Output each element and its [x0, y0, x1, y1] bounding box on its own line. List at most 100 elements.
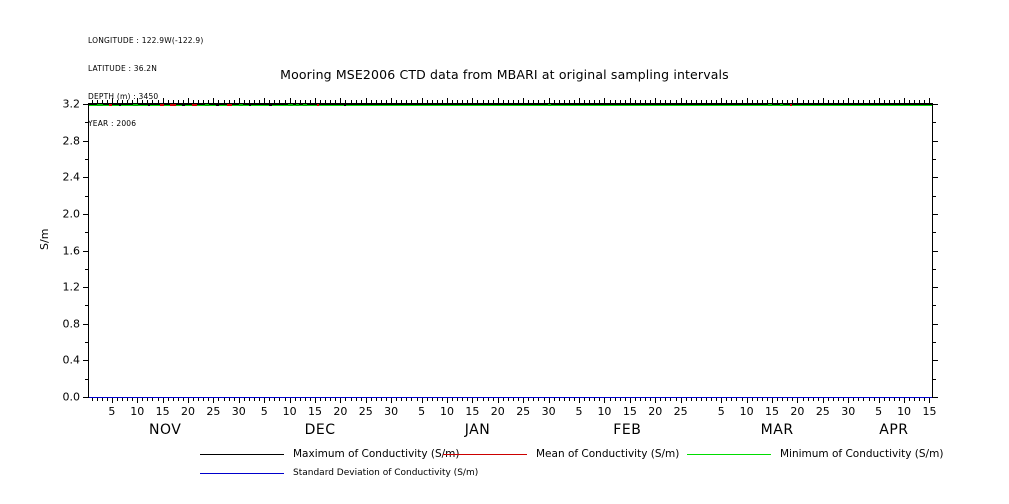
x-axis-tick — [447, 98, 449, 104]
x-axis-tick — [492, 397, 494, 401]
x-axis-tick — [411, 100, 413, 104]
y-axis-tick — [932, 360, 938, 362]
x-axis-tick-label: 25 — [673, 405, 688, 418]
x-axis-tick — [294, 100, 296, 104]
x-axis-tick — [772, 98, 774, 104]
x-axis-tick — [573, 100, 575, 104]
x-axis-tick — [589, 397, 591, 401]
x-axis-tick — [807, 100, 809, 104]
x-axis-tick — [365, 98, 367, 104]
x-axis-tick — [675, 100, 677, 104]
x-axis-tick — [320, 397, 322, 401]
x-axis-tick — [233, 100, 235, 104]
x-axis-tick — [203, 397, 205, 401]
x-axis-tick — [396, 397, 398, 401]
y-axis-tick — [932, 250, 938, 252]
x-axis-tick-label: 30 — [384, 405, 399, 418]
x-axis-tick — [553, 100, 555, 104]
y-axis-tick — [932, 342, 936, 344]
x-axis-tick — [172, 397, 174, 401]
x-axis-tick — [807, 397, 809, 401]
x-axis-tick — [381, 397, 382, 401]
x-axis-tick — [523, 98, 525, 104]
x-axis-tick — [335, 397, 337, 401]
x-axis-tick — [822, 98, 824, 104]
x-axis-tick — [431, 397, 433, 401]
x-axis-tick — [756, 100, 758, 104]
x-axis-tick — [259, 397, 261, 401]
x-axis-tick — [533, 397, 535, 401]
x-axis-tick-label: 15 — [622, 405, 637, 418]
x-axis-tick — [426, 100, 428, 104]
x-axis-tick — [218, 100, 220, 104]
plot-area: 0.0 0.4 0.8 1.2 1.6 2.0 2.4 2.8 3.2 5 10 15 20 25 30 NO… — [63, 98, 938, 438]
x-axis-tick — [858, 100, 860, 104]
legend-item-minimum: Minimum of Conductivity (S/m) — [687, 448, 943, 460]
x-axis-tick — [909, 100, 911, 104]
x-axis-tick — [314, 98, 316, 104]
x-axis-tick — [487, 397, 489, 401]
series-sample-marker — [767, 103, 772, 106]
y-axis-tick — [85, 305, 89, 307]
x-axis-month-label: APR — [879, 422, 909, 438]
x-axis-tick — [406, 397, 408, 401]
x-axis-tick-label: 25 — [206, 405, 221, 418]
x-axis-tick — [345, 100, 347, 104]
x-axis-tick — [243, 100, 245, 104]
x-axis-tick — [513, 397, 515, 401]
x-axis-tick — [472, 397, 474, 403]
x-axis-tick — [340, 397, 342, 403]
x-axis-tick — [477, 397, 479, 401]
x-axis-tick — [345, 397, 347, 401]
x-axis-tick — [91, 100, 93, 104]
x-axis-tick — [624, 397, 626, 401]
x-axis-tick-label: 15 — [465, 405, 480, 418]
x-axis-tick-label: 15 — [765, 405, 780, 418]
y-axis-tick — [83, 360, 89, 362]
x-axis-tick — [447, 397, 449, 403]
x-axis-tick — [584, 100, 586, 104]
x-axis-tick-label: 10 — [739, 405, 754, 418]
x-axis-tick — [782, 397, 784, 401]
x-axis-tick — [873, 100, 875, 104]
x-axis-tick — [289, 98, 291, 104]
x-axis-tick — [878, 397, 880, 403]
x-axis-tick — [832, 100, 834, 104]
x-axis-tick — [320, 100, 322, 104]
x-axis-tick — [680, 98, 682, 104]
y-axis-tick-label: 0.0 — [62, 390, 81, 404]
x-axis-tick — [543, 397, 545, 401]
series-sample-marker — [790, 103, 793, 106]
series-sample-marker — [548, 103, 552, 106]
x-axis-tick — [929, 98, 931, 104]
x-axis-tick-label: 25 — [516, 405, 531, 418]
station-metadata: LONGITUDE : 122.9W(-122.9) LATITUDE : 36… — [88, 18, 203, 138]
x-axis-tick — [396, 100, 398, 104]
y-axis-title: S/m — [38, 228, 51, 250]
x-axis-tick — [665, 397, 667, 401]
legend-label-stddev: Standard Deviation of Conductivity (S/m) — [293, 468, 479, 478]
x-axis-tick-label: 15 — [922, 405, 937, 418]
x-axis-tick — [538, 100, 540, 104]
x-axis-tick — [645, 397, 647, 401]
x-axis-tick — [568, 100, 570, 104]
series-sample-marker — [343, 103, 346, 106]
x-axis-month-label: DEC — [304, 422, 336, 438]
y-axis-tick — [932, 104, 938, 105]
x-axis-tick — [132, 397, 134, 401]
x-axis-tick — [883, 397, 885, 401]
x-axis-tick — [568, 397, 570, 401]
x-axis-tick — [304, 397, 306, 401]
x-axis-tick — [761, 397, 763, 401]
series-sample-marker — [119, 103, 122, 106]
x-axis-tick — [589, 100, 591, 104]
x-axis-tick — [736, 100, 738, 104]
x-axis-tick — [822, 397, 824, 403]
x-axis-tick — [827, 397, 829, 401]
x-axis-tick — [162, 98, 164, 104]
x-axis-tick — [777, 100, 779, 104]
x-axis-tick — [472, 98, 474, 104]
y-axis-tick — [85, 122, 89, 124]
legend-item-mean: Mean of Conductivity (S/m) — [443, 448, 679, 460]
x-axis-tick — [172, 100, 174, 104]
